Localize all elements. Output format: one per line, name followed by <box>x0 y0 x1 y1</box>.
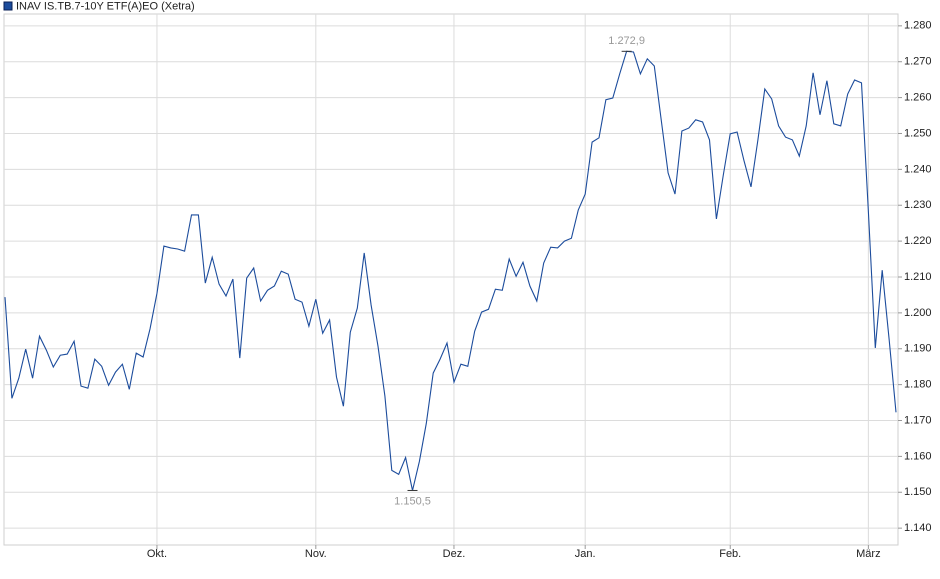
y-tick-label: 1.140 <box>904 522 932 534</box>
x-tick-label: Nov. <box>305 548 327 560</box>
y-tick-label: 1.150 <box>904 486 932 498</box>
y-tick-label: 1.200 <box>904 307 932 319</box>
x-tick-label: März <box>856 548 880 560</box>
x-tick-label: Dez. <box>443 548 466 560</box>
y-tick-label: 1.180 <box>904 379 932 391</box>
y-tick-label: 1.250 <box>904 127 932 139</box>
y-tick-label: 1.230 <box>904 199 932 211</box>
x-tick-label: Okt. <box>147 548 167 560</box>
y-tick-label: 1.270 <box>904 56 932 68</box>
y-tick-label: 1.280 <box>904 20 932 32</box>
price-line <box>4 50 897 491</box>
y-tick-label: 1.240 <box>904 163 932 175</box>
y-tick-label: 1.170 <box>904 414 932 426</box>
x-tick-label: Feb. <box>719 548 741 560</box>
annotation: 1.150,5 <box>394 495 431 507</box>
y-tick-label: 1.190 <box>904 343 932 355</box>
y-tick-label: 1.220 <box>904 235 932 247</box>
annotation: 1.272,9 <box>608 35 645 47</box>
legend-label: INAV IS.TB.7-10Y ETF(A)EO (Xetra) <box>16 0 195 12</box>
y-tick-label: 1.260 <box>904 92 932 104</box>
legend-swatch <box>3 1 13 11</box>
y-tick-label: 1.210 <box>904 271 932 283</box>
x-tick-label: Jan. <box>575 548 596 560</box>
y-tick-label: 1.160 <box>904 450 932 462</box>
